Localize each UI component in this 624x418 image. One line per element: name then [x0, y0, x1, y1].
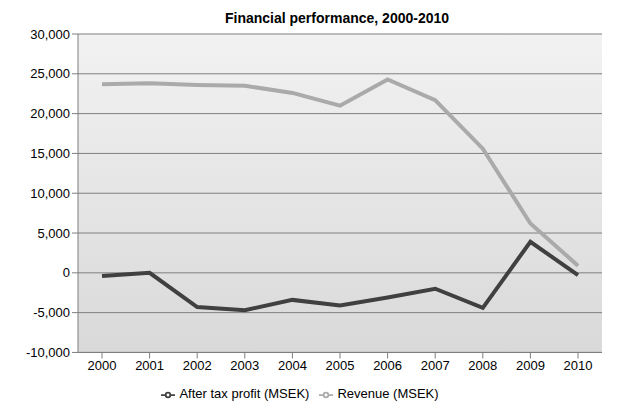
html-text:Financial performance, 2000-20: Financial performance, 2000-2010 [224, 10, 449, 26]
svg-text:25,000: 25,000 [30, 66, 70, 81]
svg-text:15,000: 15,000 [30, 146, 70, 161]
svg-text:-5,000: -5,000 [33, 305, 70, 320]
svg-text:2008: 2008 [468, 358, 497, 373]
svg-text:2001: 2001 [135, 358, 164, 373]
svg-text:2005: 2005 [326, 358, 355, 373]
svg-text:2009: 2009 [516, 358, 545, 373]
svg-text:5,000: 5,000 [37, 226, 70, 241]
svg-text:0: 0 [63, 265, 70, 280]
svg-text:10,000: 10,000 [30, 186, 70, 201]
svg-text:30,000: 30,000 [30, 28, 70, 42]
svg-text:2003: 2003 [230, 358, 259, 373]
svg-text:2006: 2006 [373, 358, 402, 373]
html-text:Revenue (MSEK): Revenue (MSEK) [337, 386, 439, 402]
svg-text:2000: 2000 [88, 358, 117, 373]
svg-text:2007: 2007 [421, 358, 450, 373]
svg-text:2002: 2002 [183, 358, 212, 373]
html-text:After tax profit (MSEK): After tax profit (MSEK) [179, 386, 310, 402]
svg-text:2010: 2010 [564, 358, 593, 373]
svg-text:-10,000: -10,000 [26, 345, 70, 360]
svg-text:2004: 2004 [278, 358, 307, 373]
svg-text:20,000: 20,000 [30, 106, 70, 121]
